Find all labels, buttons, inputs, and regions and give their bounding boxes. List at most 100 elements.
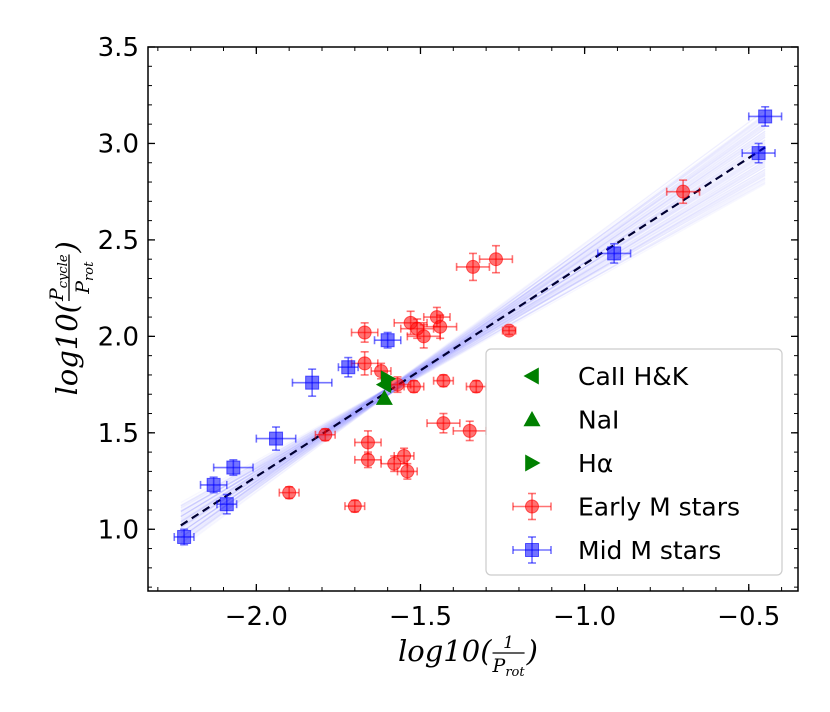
data-point (226, 460, 241, 475)
posterior-sample-line (180, 136, 766, 527)
posterior-sample-line (180, 130, 766, 541)
posterior-sample-line (180, 114, 766, 544)
x-tick-label: −1.0 (553, 602, 616, 632)
legend-label: NaI (578, 406, 619, 435)
data-point (406, 379, 421, 394)
data-point (676, 184, 691, 199)
y-tick-label: 2.5 (98, 226, 139, 256)
x-tick-label: −2.0 (225, 602, 288, 632)
posterior-sample-line (180, 153, 766, 528)
posterior-sample-line (180, 160, 766, 513)
plot-area-frame (147, 46, 799, 592)
legend-label: CaII H&K (578, 362, 689, 391)
data-point (380, 333, 395, 348)
data-point (318, 427, 333, 442)
posterior-sample-line (180, 132, 766, 539)
posterior-sample-line (180, 145, 766, 533)
data-point (357, 356, 372, 371)
posterior-sample-line (180, 155, 766, 518)
legend-marker (525, 543, 539, 557)
posterior-sample-line (180, 180, 766, 512)
data-point (380, 370, 397, 388)
posterior-sample-line (180, 160, 766, 518)
posterior-sample-line (180, 166, 766, 522)
posterior-sample-line (180, 127, 766, 543)
data-point (360, 452, 375, 467)
data-point (360, 435, 375, 450)
posterior-sample-line (180, 177, 766, 515)
axis-ticks: −2.0 −1.5 −1.0 −0.5 1.0 1.5 2.0 2.5 3.0 3.5 (98, 33, 798, 632)
posterior-sample-line (180, 181, 766, 509)
posterior-sample-line (180, 152, 766, 523)
y-tick-label: 1.0 (98, 515, 139, 545)
legend-marker (523, 367, 539, 385)
posterior-sample-line (180, 147, 766, 523)
data-point (433, 319, 448, 334)
data-point (607, 246, 622, 261)
posterior-sample-line (180, 177, 766, 507)
posterior-sample-line (180, 149, 766, 528)
data-point (469, 379, 484, 394)
posterior-sample-line (180, 174, 766, 517)
legend-label: Early M stars (578, 493, 740, 522)
data-point (341, 360, 356, 375)
x-axis-title-denominator: Prot (492, 655, 526, 680)
data-point (751, 146, 766, 161)
posterior-sample-line (180, 179, 766, 512)
posterior-sample-line (180, 151, 766, 518)
posterior-sample-line (180, 124, 766, 538)
data-point (206, 477, 221, 492)
x-axis-title: log10( 1 Prot ) (398, 633, 538, 680)
posterior-sample-line (180, 113, 766, 539)
posterior-sample-line (180, 127, 766, 531)
posterior-sample-line (180, 117, 766, 539)
posterior-sample-line (180, 116, 766, 539)
posterior-sample-line (180, 139, 766, 525)
y-axis-title-base: log10( (50, 301, 84, 395)
data-point (466, 259, 480, 274)
x-axis-title-base: log10( (398, 634, 492, 668)
posterior-sample-line (180, 150, 766, 529)
posterior-sample-line (180, 168, 766, 508)
posterior-sample-line (180, 152, 766, 525)
posterior-sample-line (180, 130, 766, 533)
posterior-sample-line (180, 142, 766, 523)
data-point (400, 464, 415, 479)
posterior-sample-line (180, 144, 766, 526)
posterior-sample-line (180, 172, 766, 513)
data-point (416, 329, 431, 344)
posterior-sample-line (180, 125, 766, 534)
posterior-sample-line (180, 139, 766, 528)
posterior-sample-line (180, 136, 766, 534)
y-tick-label: 1.5 (98, 419, 139, 449)
legend-item: Early M stars (512, 493, 740, 522)
posterior-sample-line (180, 157, 766, 523)
data-point (462, 423, 477, 438)
posterior-sample-line (180, 157, 766, 527)
legend-label: Hα (578, 449, 613, 478)
posterior-sample-line (180, 155, 766, 518)
data-point (269, 431, 284, 446)
posterior-sample-line (180, 132, 766, 537)
y-axis-title-numerator: Pcycle (46, 254, 71, 302)
posterior-sample-line (180, 115, 766, 542)
data-point (436, 416, 451, 431)
series-h- (380, 370, 397, 388)
data-point (282, 485, 297, 500)
posterior-sample-line (180, 165, 766, 518)
x-axis-title-numerator: 1 (503, 633, 514, 653)
y-axis-title-denominator: Prot (72, 261, 97, 295)
posterior-sample-line (180, 123, 766, 542)
data-point (177, 529, 192, 544)
y-axis-title-close: ) (50, 241, 84, 253)
y-tick-label: 3.0 (98, 129, 139, 159)
posterior-sample-line (180, 166, 766, 511)
posterior-sample-line (180, 148, 766, 531)
legend-label: Mid M stars (578, 536, 721, 565)
data-point (502, 323, 517, 338)
posterior-sample-line (180, 109, 766, 541)
legend-error-bar (512, 536, 552, 564)
posterior-sample-line (180, 118, 766, 536)
posterior-sample-line (180, 115, 766, 549)
